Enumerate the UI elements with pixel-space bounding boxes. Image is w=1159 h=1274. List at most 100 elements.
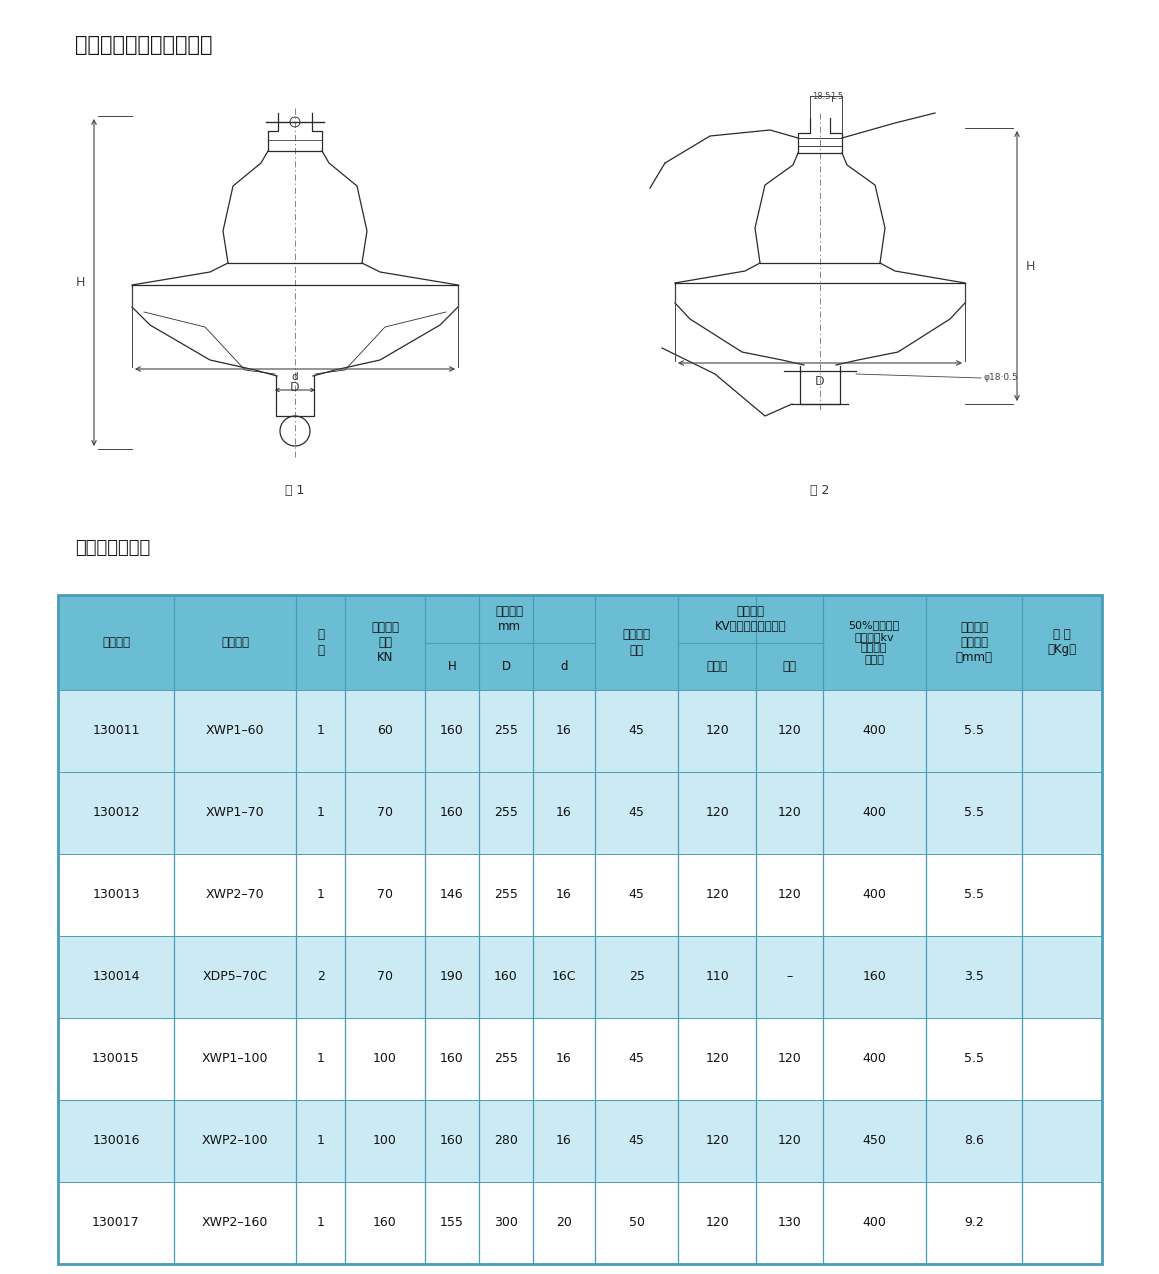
Text: 5.5: 5.5 xyxy=(964,725,984,738)
Text: 5.5: 5.5 xyxy=(964,888,984,902)
Text: 130013: 130013 xyxy=(93,888,140,902)
Text: 击穿: 击穿 xyxy=(782,660,796,673)
Text: 155: 155 xyxy=(440,1217,464,1229)
Bar xyxy=(58,936,1102,1018)
Text: 255: 255 xyxy=(494,888,518,902)
Bar xyxy=(58,1099,1102,1182)
Text: 120: 120 xyxy=(705,725,729,738)
Text: 160: 160 xyxy=(440,1135,464,1148)
Text: 70: 70 xyxy=(377,806,393,819)
Bar xyxy=(58,691,1102,772)
Text: D: D xyxy=(290,381,300,394)
Text: 45: 45 xyxy=(628,888,644,902)
Text: 45: 45 xyxy=(628,725,644,738)
Text: 160: 160 xyxy=(494,971,518,984)
Text: XDP5–70C: XDP5–70C xyxy=(203,971,268,984)
Text: 2: 2 xyxy=(316,971,325,984)
Text: 120: 120 xyxy=(778,806,801,819)
Text: 190: 190 xyxy=(440,971,464,984)
Text: 1: 1 xyxy=(316,1052,325,1065)
Text: 160: 160 xyxy=(862,971,885,984)
Text: 255: 255 xyxy=(494,725,518,738)
Text: 160: 160 xyxy=(440,806,464,819)
Text: XWP1–100: XWP1–100 xyxy=(202,1052,268,1065)
Text: 120: 120 xyxy=(778,1052,801,1065)
Text: 连接形式
标记: 连接形式 标记 xyxy=(622,628,650,656)
Text: 160: 160 xyxy=(440,725,464,738)
Text: 16: 16 xyxy=(556,1135,571,1148)
Text: 100: 100 xyxy=(373,1052,396,1065)
Text: 255: 255 xyxy=(494,806,518,819)
Bar xyxy=(58,595,1102,691)
Text: 最小公称
爬电距离
（mm）: 最小公称 爬电距离 （mm） xyxy=(955,620,992,664)
Text: 70: 70 xyxy=(377,888,393,902)
Text: 400: 400 xyxy=(862,888,887,902)
Text: 45: 45 xyxy=(628,1052,644,1065)
Text: D: D xyxy=(815,375,825,389)
Text: 130016: 130016 xyxy=(93,1135,140,1148)
Text: 120: 120 xyxy=(705,1217,729,1229)
Text: 300: 300 xyxy=(494,1217,518,1229)
Text: 高压线路盘形悬式绵缘子: 高压线路盘形悬式绵缘子 xyxy=(75,34,212,55)
Bar xyxy=(58,1018,1102,1099)
Text: d: d xyxy=(292,372,298,382)
Text: 120: 120 xyxy=(705,806,729,819)
Text: XWP1–60: XWP1–60 xyxy=(206,725,264,738)
Text: 70: 70 xyxy=(377,971,393,984)
Text: XWP1–70: XWP1–70 xyxy=(205,806,264,819)
Text: 120: 120 xyxy=(778,1135,801,1148)
Text: 图
号: 图 号 xyxy=(318,628,325,656)
Text: 120: 120 xyxy=(778,888,801,902)
Text: –: – xyxy=(786,971,793,984)
Text: 280: 280 xyxy=(494,1135,518,1148)
Text: d: d xyxy=(560,660,568,673)
Text: 16: 16 xyxy=(556,1052,571,1065)
Text: H: H xyxy=(1026,260,1035,273)
Text: 1: 1 xyxy=(316,1217,325,1229)
Text: 400: 400 xyxy=(862,1052,887,1065)
Text: XWP2–70: XWP2–70 xyxy=(205,888,264,902)
Bar xyxy=(58,772,1102,854)
Bar xyxy=(58,854,1102,936)
Text: 5.5: 5.5 xyxy=(964,806,984,819)
Bar xyxy=(58,595,1102,1264)
Text: 160: 160 xyxy=(373,1217,396,1229)
Text: 25: 25 xyxy=(628,971,644,984)
Text: 255: 255 xyxy=(494,1052,518,1065)
Text: 1: 1 xyxy=(316,806,325,819)
Text: 重 量
（Kg）: 重 量 （Kg） xyxy=(1048,628,1077,656)
Text: 120: 120 xyxy=(705,1135,729,1148)
Text: 120: 120 xyxy=(705,1052,729,1065)
Text: 50%全波冲击
闪络电压kv
（峰值）
不小于: 50%全波冲击 闪络电压kv （峰值） 不小于 xyxy=(848,620,899,665)
Text: XWP2–160: XWP2–160 xyxy=(202,1217,268,1229)
Text: 8.6: 8.6 xyxy=(964,1135,984,1148)
Text: 50: 50 xyxy=(628,1217,644,1229)
Text: 湿闪络: 湿闪络 xyxy=(707,660,728,673)
Text: 16: 16 xyxy=(556,888,571,902)
Text: 130014: 130014 xyxy=(93,971,140,984)
Text: 图 1: 图 1 xyxy=(285,484,305,497)
Text: 450: 450 xyxy=(862,1135,887,1148)
Text: 16: 16 xyxy=(556,725,571,738)
Text: 主要尺寸及性能: 主要尺寸及性能 xyxy=(75,539,151,557)
Text: 160: 160 xyxy=(440,1052,464,1065)
Text: 130012: 130012 xyxy=(93,806,140,819)
Text: φ18·0.5: φ18·0.5 xyxy=(983,373,1018,382)
Text: 图 2: 图 2 xyxy=(810,484,830,497)
Text: H: H xyxy=(75,275,85,288)
Text: 1: 1 xyxy=(316,725,325,738)
Text: 400: 400 xyxy=(862,1217,887,1229)
Text: 45: 45 xyxy=(628,806,644,819)
Text: 1: 1 xyxy=(316,1135,325,1148)
Text: 20: 20 xyxy=(556,1217,571,1229)
Text: 400: 400 xyxy=(862,725,887,738)
Text: 产品型号: 产品型号 xyxy=(221,636,249,648)
Text: 400: 400 xyxy=(862,806,887,819)
Text: 16C: 16C xyxy=(552,971,576,984)
Text: 130011: 130011 xyxy=(93,725,140,738)
Text: 45: 45 xyxy=(628,1135,644,1148)
Text: 120: 120 xyxy=(778,725,801,738)
Text: 1: 1 xyxy=(316,888,325,902)
Text: 18.5: 18.5 xyxy=(811,92,830,101)
Text: 130: 130 xyxy=(778,1217,801,1229)
